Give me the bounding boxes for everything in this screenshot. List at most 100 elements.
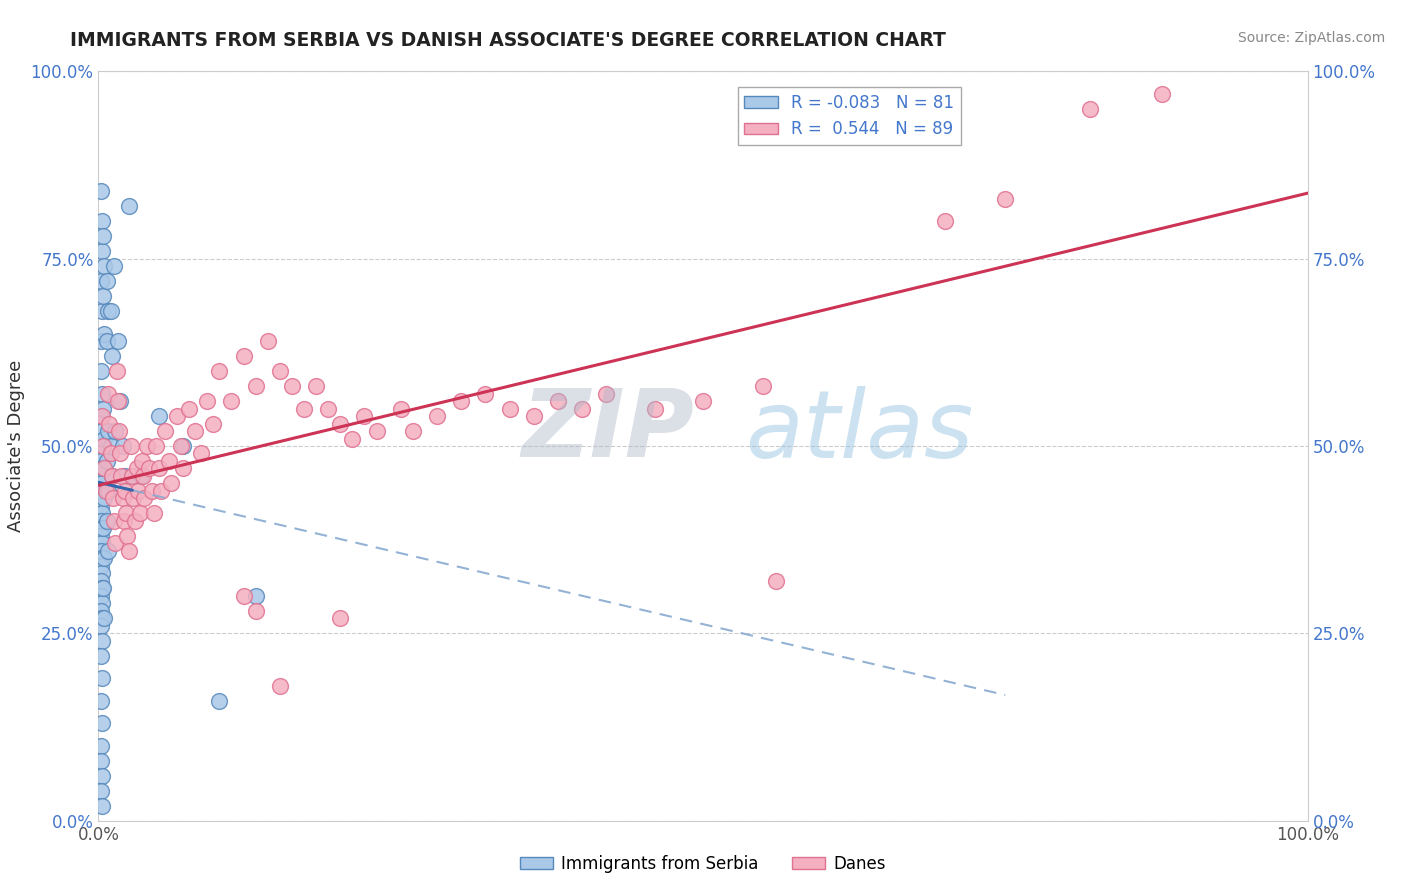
Point: [91, 716, 114, 731]
Point: [91, 536, 114, 550]
Point: [90, 334, 112, 348]
Point: [595, 386, 617, 401]
Point: [90, 589, 112, 603]
Point: [103, 259, 125, 273]
Point: [131, 454, 153, 468]
Point: [100, 349, 122, 363]
Point: [389, 401, 412, 416]
Point: [169, 439, 191, 453]
Point: [93, 491, 115, 506]
Point: [93, 259, 115, 273]
Point: [148, 409, 170, 423]
Point: [141, 483, 163, 498]
Point: [474, 386, 496, 401]
Point: [90, 648, 112, 663]
Point: [107, 334, 129, 348]
Point: [245, 379, 267, 393]
Point: [90, 783, 112, 797]
Point: [402, 424, 425, 438]
Point: [97, 483, 120, 498]
Point: [134, 491, 156, 506]
Point: [97, 304, 120, 318]
Point: [91, 244, 114, 259]
Point: [100, 439, 122, 453]
Point: [305, 379, 328, 393]
Point: [547, 394, 569, 409]
Point: [90, 574, 112, 588]
Point: [97, 544, 120, 558]
Point: [118, 544, 141, 558]
Point: [208, 364, 231, 378]
Point: [353, 409, 375, 423]
Point: [91, 566, 114, 581]
Point: [644, 401, 666, 416]
Point: [122, 491, 145, 506]
Point: [115, 507, 138, 521]
Point: [114, 469, 136, 483]
Point: [96, 454, 118, 468]
Text: atlas: atlas: [745, 385, 973, 476]
Point: [132, 469, 155, 483]
Point: [91, 582, 114, 596]
Point: [752, 379, 775, 393]
Point: [91, 401, 114, 416]
Point: [94, 483, 117, 498]
Point: [342, 432, 364, 446]
Point: [153, 424, 176, 438]
Point: [190, 446, 212, 460]
Point: [90, 454, 112, 468]
Text: IMMIGRANTS FROM SERBIA VS DANISH ASSOCIATE'S DEGREE CORRELATION CHART: IMMIGRANTS FROM SERBIA VS DANISH ASSOCIA…: [70, 31, 946, 50]
Point: [1078, 102, 1101, 116]
Point: [108, 446, 131, 460]
Point: [150, 483, 173, 498]
Point: [90, 739, 112, 753]
Point: [93, 611, 115, 625]
Point: [329, 417, 352, 431]
Point: [994, 192, 1017, 206]
Point: [117, 529, 139, 543]
Point: [143, 507, 166, 521]
Point: [91, 633, 114, 648]
Point: [269, 679, 291, 693]
Point: [93, 551, 115, 566]
Point: [96, 334, 118, 348]
Point: [571, 401, 593, 416]
Point: [91, 446, 114, 460]
Point: [91, 596, 114, 610]
Point: [129, 469, 152, 483]
Point: [91, 521, 114, 535]
Point: [100, 304, 122, 318]
Point: [91, 424, 114, 438]
Point: [184, 424, 207, 438]
Point: [934, 214, 956, 228]
Point: [172, 461, 194, 475]
Point: [166, 409, 188, 423]
Point: [121, 469, 143, 483]
Point: [90, 499, 112, 513]
Point: [91, 289, 114, 303]
Point: [90, 558, 112, 573]
Point: [179, 401, 201, 416]
Text: Source: ZipAtlas.com: Source: ZipAtlas.com: [1237, 31, 1385, 45]
Point: [91, 507, 114, 521]
Point: [90, 439, 112, 453]
Point: [105, 364, 128, 378]
Point: [120, 439, 142, 453]
Point: [232, 349, 254, 363]
Point: [114, 483, 136, 498]
Point: [128, 507, 150, 521]
Point: [100, 469, 122, 483]
Point: [281, 379, 304, 393]
Point: [172, 439, 194, 453]
Point: [135, 439, 157, 453]
Point: [765, 574, 787, 588]
Point: [208, 694, 231, 708]
Legend: Immigrants from Serbia, Danes: Immigrants from Serbia, Danes: [513, 848, 893, 880]
Point: [98, 417, 121, 431]
Point: [101, 491, 124, 506]
Point: [97, 386, 120, 401]
Point: [292, 401, 315, 416]
Point: [148, 461, 170, 475]
Point: [108, 424, 131, 438]
Point: [523, 409, 546, 423]
